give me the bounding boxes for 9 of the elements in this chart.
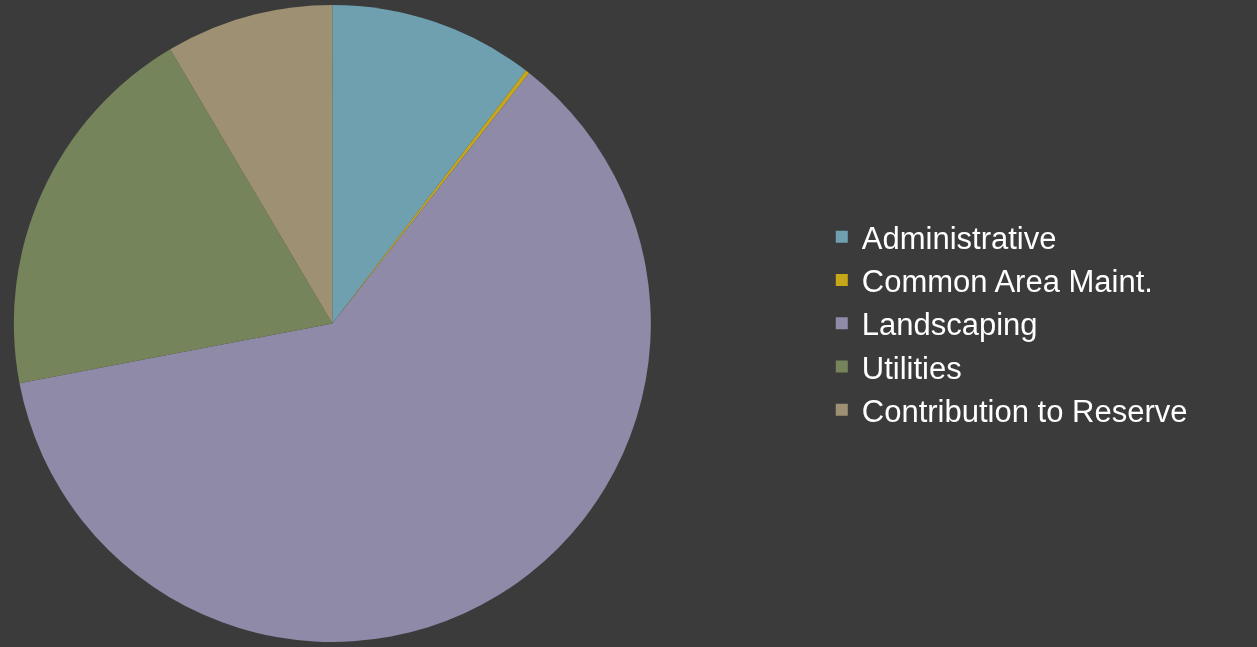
legend-label: Contribution to Reserve bbox=[861, 393, 1188, 429]
legend-label: Landscaping bbox=[861, 307, 1038, 343]
pie-slice bbox=[14, 49, 333, 384]
legend-label: Administrative bbox=[861, 220, 1057, 256]
legend-label: Utilities bbox=[861, 350, 962, 386]
pie-slice bbox=[170, 5, 333, 324]
pie-slice bbox=[332, 5, 526, 324]
legend-label: Common Area Maint. bbox=[861, 264, 1153, 300]
pie-slice bbox=[19, 73, 651, 642]
